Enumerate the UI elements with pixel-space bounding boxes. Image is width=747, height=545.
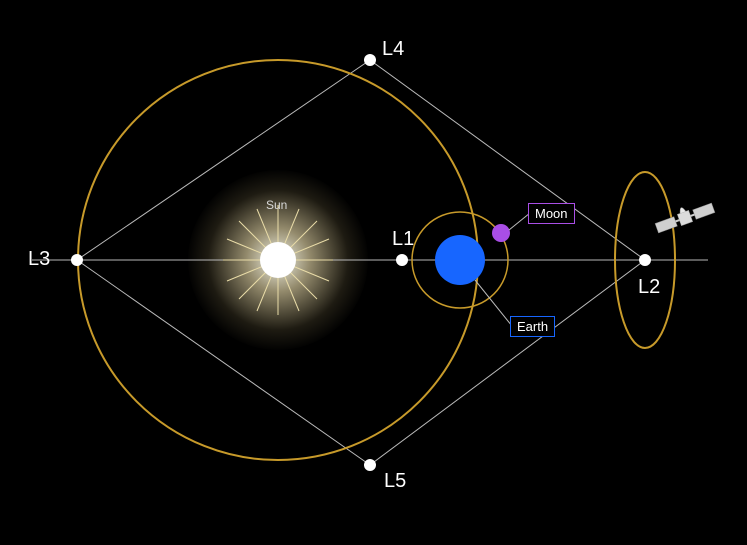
earth-body bbox=[435, 235, 485, 285]
sun-label: Sun bbox=[266, 198, 287, 212]
moon-box-label: Moon bbox=[528, 203, 575, 224]
spacecraft-icon bbox=[653, 197, 715, 233]
lagrange-diagram: Sun L1 L2 L3 L4 L5 Moon Earth bbox=[0, 0, 747, 545]
sun-core bbox=[260, 242, 296, 278]
point-l3 bbox=[71, 254, 83, 266]
diamond-lines bbox=[77, 60, 645, 465]
label-l4: L4 bbox=[382, 38, 404, 61]
label-l5: L5 bbox=[384, 470, 406, 493]
earth-box-label: Earth bbox=[510, 316, 555, 337]
moon-body bbox=[492, 224, 510, 242]
label-l3: L3 bbox=[28, 248, 50, 271]
point-l1 bbox=[396, 254, 408, 266]
label-l2: L2 bbox=[638, 276, 660, 299]
lagrange-points bbox=[71, 54, 651, 471]
point-l5 bbox=[364, 459, 376, 471]
diagram-svg bbox=[0, 0, 747, 545]
point-l4 bbox=[364, 54, 376, 66]
moon-leader bbox=[509, 213, 530, 230]
point-l2 bbox=[639, 254, 651, 266]
label-l1: L1 bbox=[392, 228, 414, 251]
